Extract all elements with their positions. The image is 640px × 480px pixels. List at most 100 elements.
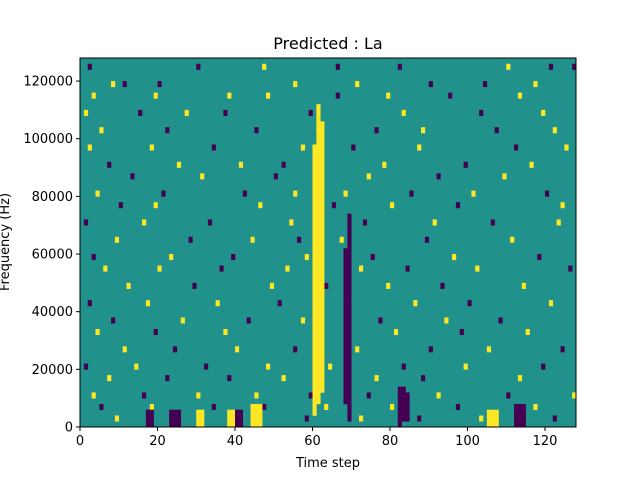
heatmap-cell <box>200 421 205 428</box>
heatmap-cell <box>122 346 127 353</box>
heatmap-cell <box>343 300 348 307</box>
heatmap-cell <box>339 236 344 243</box>
heatmap-cell <box>176 409 182 416</box>
heatmap-cell <box>99 403 104 411</box>
y-tick-label: 0 <box>65 421 73 436</box>
heatmap-cells <box>83 63 577 428</box>
heatmap-cell <box>378 317 383 324</box>
heatmap-cell <box>343 352 348 359</box>
heatmap-cell <box>312 259 317 266</box>
heatmap-cell <box>320 242 325 249</box>
heatmap-cell <box>312 213 317 220</box>
heatmap-cell <box>293 190 298 197</box>
heatmap-cell <box>436 392 441 399</box>
heatmap-cell <box>359 265 364 272</box>
heatmap-cell <box>316 109 321 116</box>
heatmap-cell <box>452 254 457 261</box>
heatmap-cell <box>436 173 441 180</box>
heatmap-cell <box>401 409 406 416</box>
heatmap-cell <box>405 415 410 422</box>
heatmap-cell <box>316 317 321 324</box>
heatmap-cell <box>316 121 321 128</box>
heatmap-cell <box>227 409 232 416</box>
heatmap-cell <box>312 277 317 284</box>
heatmap-cell <box>390 403 395 411</box>
x-tick-label: 80 <box>382 434 399 449</box>
heatmap-cell <box>320 144 325 151</box>
heatmap-cell <box>386 92 391 99</box>
heatmap-cell <box>165 375 170 382</box>
heatmap-cell <box>142 392 147 399</box>
heatmap-cell <box>211 403 216 411</box>
heatmap-cell <box>254 409 259 416</box>
heatmap-cell <box>316 173 321 180</box>
heatmap-cell <box>173 409 178 416</box>
heatmap-cell <box>316 271 321 278</box>
heatmap-cell <box>351 144 356 151</box>
heatmap-cell <box>343 190 348 197</box>
y-tick-label: 120000 <box>23 75 73 90</box>
heatmap-cell <box>235 421 240 428</box>
heatmap-cell <box>343 254 348 261</box>
heatmap-cell <box>316 392 321 399</box>
heatmap-cell <box>320 196 325 203</box>
heatmap-cell <box>269 282 275 289</box>
heatmap-cell <box>312 363 317 370</box>
heatmap-cell <box>517 375 523 382</box>
heatmap-cell <box>320 369 325 376</box>
heatmap-cell <box>312 392 317 399</box>
chart-title: Predicted : La <box>273 34 382 53</box>
heatmap-cell <box>347 380 352 387</box>
heatmap-cell <box>343 271 348 278</box>
heatmap-cell <box>316 213 321 220</box>
heatmap-cell <box>316 386 321 393</box>
heatmap-cell <box>169 409 174 416</box>
heatmap-cell <box>347 213 352 220</box>
heatmap-cell <box>347 328 352 336</box>
heatmap-cell <box>312 380 317 387</box>
heatmap-cell <box>215 300 220 307</box>
heatmap-cell <box>320 161 325 168</box>
heatmap-cell <box>471 190 476 197</box>
heatmap-background <box>80 58 576 427</box>
heatmap-cell <box>401 403 406 411</box>
heatmap-cell <box>463 363 468 370</box>
heatmap-cell <box>258 421 263 428</box>
heatmap-cell <box>320 277 325 284</box>
heatmap-cell <box>316 288 321 295</box>
heatmap-cell <box>316 369 321 376</box>
heatmap-cell <box>312 230 317 238</box>
heatmap-cell <box>87 300 92 307</box>
heatmap-cell <box>316 179 321 186</box>
heatmap-cell <box>320 346 325 353</box>
heatmap-cell <box>347 392 352 399</box>
heatmap-cell <box>122 81 127 88</box>
heatmap-cell <box>316 357 321 364</box>
heatmap-cell <box>343 380 348 387</box>
heatmap-cell <box>490 421 495 428</box>
heatmap-cell <box>312 242 317 249</box>
heatmap-cell <box>347 363 352 370</box>
heatmap-cell <box>204 363 209 370</box>
heatmap-cell <box>145 415 151 422</box>
heatmap-cell <box>312 346 317 353</box>
heatmap-cell <box>320 167 325 174</box>
heatmap-cell <box>227 421 232 428</box>
heatmap-cell <box>347 225 352 232</box>
heatmap-cell <box>312 409 317 416</box>
heatmap-cell <box>316 104 321 111</box>
heatmap-cell <box>316 138 321 145</box>
heatmap-cell <box>293 346 298 353</box>
heatmap-cell <box>343 248 348 255</box>
heatmap-cell <box>161 190 166 197</box>
heatmap-cell <box>343 369 348 376</box>
heatmap-cell <box>149 415 154 422</box>
heatmap-cell <box>304 415 309 422</box>
heatmap-cell <box>517 415 523 422</box>
heatmap-cell <box>366 392 371 399</box>
heatmap-cell <box>312 156 317 163</box>
heatmap-cell <box>258 202 263 209</box>
heatmap-cell <box>320 380 325 387</box>
heatmap-cell <box>343 265 348 272</box>
heatmap-cell <box>312 271 317 278</box>
